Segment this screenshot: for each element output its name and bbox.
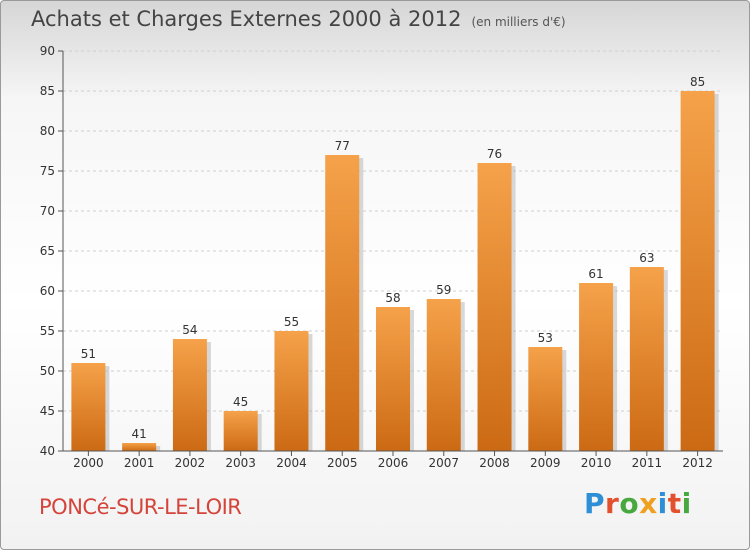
data-label: 63 [639, 251, 654, 265]
data-label: 45 [233, 395, 248, 409]
y-tick-label: 70 [40, 204, 55, 218]
x-tick-label: 2006 [378, 456, 409, 470]
x-tick-label: 2002 [175, 456, 206, 470]
logo-letter: i [657, 487, 668, 520]
bar [376, 307, 410, 451]
bar [71, 363, 106, 451]
data-label: 85 [690, 75, 705, 89]
data-label: 54 [182, 323, 197, 337]
y-tick-label: 55 [40, 324, 55, 338]
bar [172, 339, 207, 451]
logo-letter: P [584, 487, 606, 520]
chart-unit: (en milliers d'€) [471, 15, 566, 29]
data-label: 76 [487, 147, 502, 161]
bar [477, 163, 512, 451]
x-tick-label: 2004 [276, 456, 307, 470]
bar [426, 299, 461, 451]
y-tick-label: 90 [40, 44, 55, 58]
labels: 40 45 50 55 60 65 70 75 80 85 90 51 2000 41 2001 54 2002… [40, 44, 713, 470]
y-tick-label: 65 [40, 244, 55, 258]
bar [223, 411, 258, 451]
data-label: 41 [132, 427, 147, 441]
bar [325, 155, 360, 451]
x-tick-label: 2001 [124, 456, 155, 470]
x-tick-label: 2003 [225, 456, 256, 470]
logo-letter: r [605, 487, 620, 520]
bars [71, 91, 719, 451]
bar [680, 91, 715, 451]
y-tick-label: 75 [40, 164, 55, 178]
data-label: 51 [81, 347, 96, 361]
axes [58, 50, 723, 456]
bar [274, 331, 309, 451]
x-tick-label: 2000 [73, 456, 104, 470]
bar [528, 347, 563, 451]
data-label: 53 [538, 331, 553, 345]
x-tick-label: 2005 [327, 456, 358, 470]
logo-letter: i [681, 487, 692, 520]
x-tick-label: 2010 [581, 456, 612, 470]
bar [122, 443, 157, 451]
data-label: 55 [284, 315, 299, 329]
commune-name: PONCé-SUR-LE-LOIR [39, 495, 242, 519]
data-label: 61 [588, 267, 603, 281]
proxiti-logo[interactable]: Proxiti [584, 487, 692, 520]
x-tick-label: 2011 [632, 456, 663, 470]
y-tick-label: 40 [40, 444, 55, 458]
data-label: 59 [436, 283, 451, 297]
logo-letter: o [619, 487, 640, 520]
data-label: 77 [335, 139, 350, 153]
y-tick-label: 80 [40, 124, 55, 138]
logo-letter: x [639, 487, 658, 520]
x-tick-label: 2009 [530, 456, 561, 470]
y-tick-label: 60 [40, 284, 55, 298]
y-tick-label: 85 [40, 84, 55, 98]
logo-letter: t [667, 487, 682, 520]
x-tick-label: 2012 [682, 456, 713, 470]
chart-title: Achats et Charges Externes 2000 à 2012 (e… [31, 7, 566, 31]
bar [579, 283, 614, 451]
x-tick-label: 2007 [428, 456, 459, 470]
chart-title-text: Achats et Charges Externes 2000 à 2012 [31, 7, 462, 31]
y-tick-label: 45 [40, 404, 55, 418]
x-tick-label: 2008 [479, 456, 510, 470]
y-tick-label: 50 [40, 364, 55, 378]
bar [629, 267, 664, 451]
data-label: 58 [385, 291, 400, 305]
